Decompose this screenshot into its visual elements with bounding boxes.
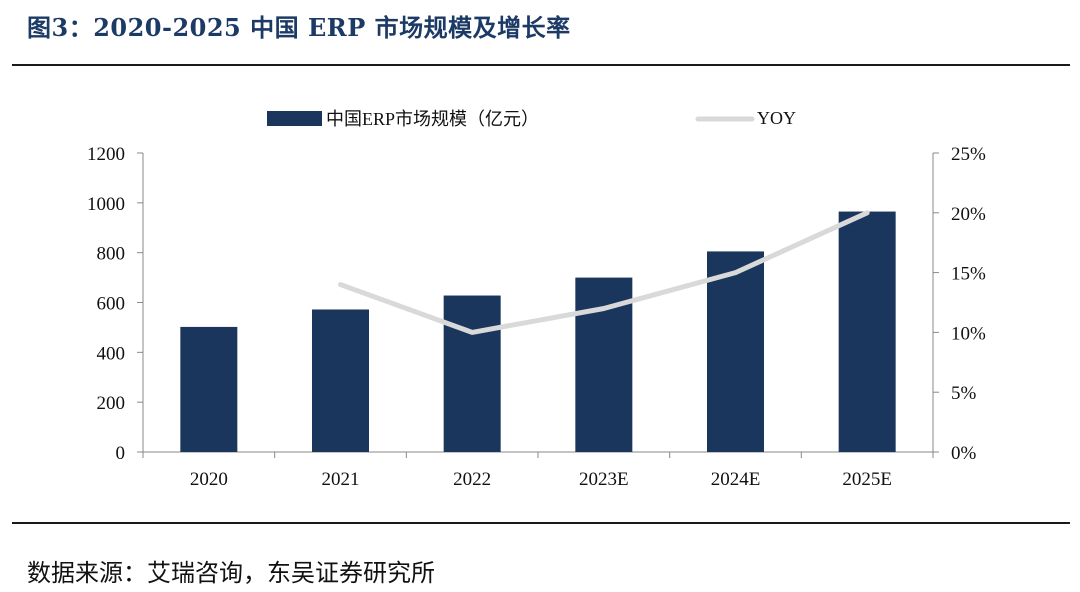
chart-legend: 中国ERP市场规模（亿元） YOY bbox=[267, 108, 796, 129]
legend-bar-swatch bbox=[267, 111, 322, 126]
left-y-axis: 0 200 400 600 800 1000 1200 bbox=[87, 144, 144, 464]
left-axis-tick-label: 800 bbox=[97, 244, 126, 265]
left-axis-tick-label: 600 bbox=[97, 294, 126, 315]
legend-bar-label: 中国ERP市场规模（亿元） bbox=[326, 109, 539, 129]
right-axis-tick-label: 20% bbox=[951, 204, 986, 225]
x-axis-tick-label: 2025E bbox=[842, 469, 892, 490]
legend-line-label: YOY bbox=[757, 108, 796, 128]
yoy-line-series bbox=[338, 210, 870, 335]
right-y-axis: 0% 5% 10% 15% 20% 25% bbox=[932, 144, 986, 464]
right-axis-tick-label: 25% bbox=[951, 144, 986, 165]
right-axis-tick-label: 0% bbox=[951, 443, 977, 464]
x-axis-tick-label: 2020 bbox=[190, 469, 228, 490]
left-axis-tick-label: 1200 bbox=[87, 144, 125, 165]
x-axis-tick-label: 2024E bbox=[711, 469, 761, 490]
x-axis-tick-label: 2022 bbox=[453, 469, 491, 490]
right-axis-tick-label: 5% bbox=[951, 383, 977, 404]
left-axis-tick-label: 400 bbox=[97, 343, 126, 364]
left-axis-tick-label: 200 bbox=[97, 393, 126, 414]
erp-market-chart: 中国ERP市场规模（亿元） YOY 0 200 400 600 800 1000 1200 0… bbox=[87, 108, 986, 490]
top-rule bbox=[12, 64, 1070, 66]
bar-2024E bbox=[707, 251, 764, 452]
left-axis-tick-label: 0 bbox=[116, 443, 126, 464]
left-axis-tick-label: 1000 bbox=[87, 194, 125, 215]
x-axis-tick-label: 2021 bbox=[322, 469, 360, 490]
source-note: 数据来源：艾瑞咨询，东吴证券研究所 bbox=[27, 559, 435, 587]
bar-2021 bbox=[312, 309, 369, 452]
bar-2020 bbox=[180, 326, 238, 452]
bar-2022 bbox=[443, 295, 501, 452]
x-axis-tick-label: 2023E bbox=[579, 469, 629, 490]
bottom-rule bbox=[12, 522, 1070, 524]
bar-2025E bbox=[838, 211, 896, 452]
x-axis: 2020 2021 2022 2023E 2024E 2025E bbox=[142, 451, 934, 490]
figure-title: 图3：2020-2025 中国 ERP 市场规模及增长率 bbox=[27, 13, 571, 42]
bar-series bbox=[180, 211, 896, 452]
right-axis-tick-label: 10% bbox=[951, 323, 986, 344]
right-axis-tick-label: 15% bbox=[951, 264, 986, 285]
